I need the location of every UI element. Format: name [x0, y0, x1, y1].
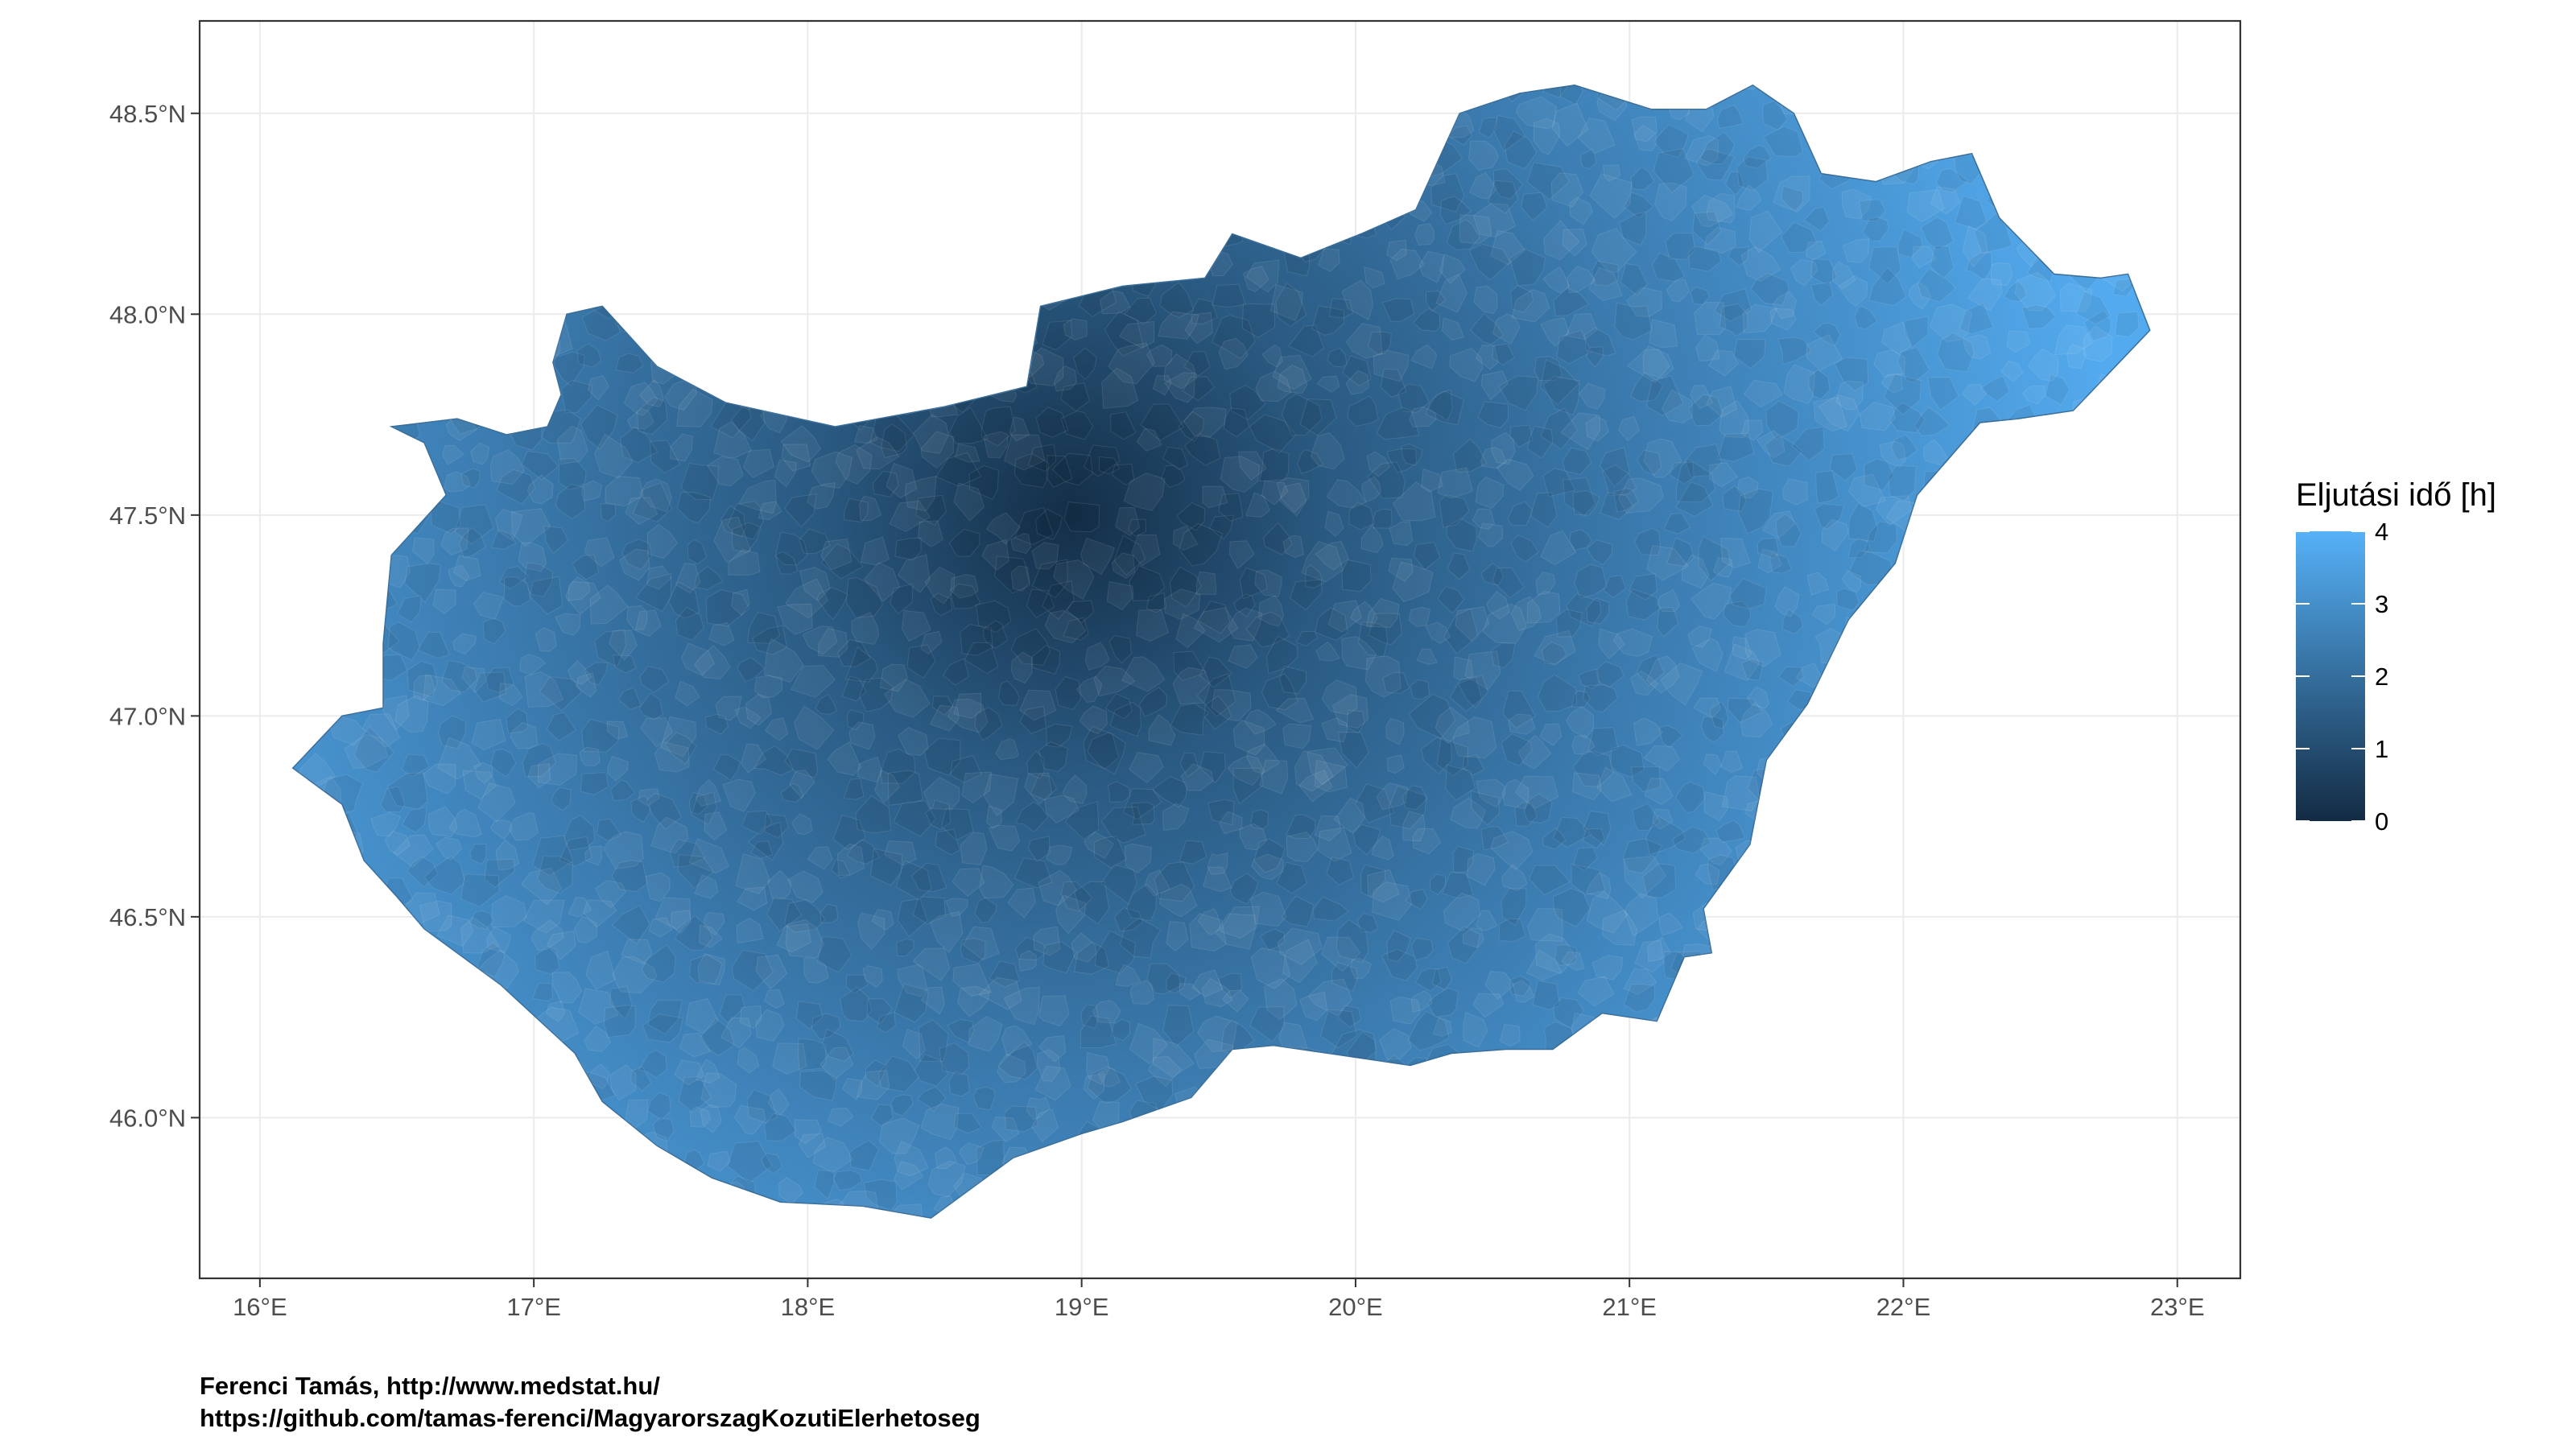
- axis-labels: 16°E 17°E 18°E 19°E 20°E 21°E 22°E 23°E 46.0°N 46…: [109, 100, 2205, 1321]
- legend-tick-label: 0: [2375, 807, 2388, 836]
- x-tick-label: 19°E: [1055, 1293, 1109, 1321]
- legend-tick-label: 3: [2375, 590, 2388, 618]
- x-tick-label: 22°E: [1876, 1293, 1931, 1321]
- y-tick-label: 48.0°N: [109, 300, 186, 328]
- plot-panel-border: [198, 19, 2242, 1280]
- x-tick-label: 21°E: [1602, 1293, 1657, 1321]
- x-tick-label: 17°E: [506, 1293, 561, 1321]
- hungary-region-shape: [291, 84, 2151, 1219]
- y-tick-label: 46.5°N: [109, 903, 186, 931]
- legend-tick-label: 4: [2375, 518, 2388, 546]
- legend-ticks: 0 1 2 3 4: [2296, 518, 2388, 836]
- axis-ticks: [191, 112, 2178, 1287]
- y-tick-label: 47.0°N: [109, 702, 186, 730]
- y-tick-label: 47.5°N: [109, 502, 186, 530]
- x-tick-label: 16°E: [233, 1293, 287, 1321]
- x-tick-label: 18°E: [781, 1293, 836, 1321]
- x-tick-label: 20°E: [1328, 1293, 1383, 1321]
- legend-tick-label: 1: [2375, 735, 2388, 763]
- legend-title: Eljutási idő [h]: [2296, 477, 2496, 513]
- x-tick-label: 23°E: [2150, 1293, 2205, 1321]
- legend-tick-label: 2: [2375, 663, 2388, 691]
- y-tick-label: 48.5°N: [109, 100, 186, 128]
- caption-author: Ferenci Tamás, http://www.medstat.hu/: [200, 1372, 660, 1400]
- caption-repository-link: https://github.com/tamas-ferenci/Magyaro…: [200, 1404, 980, 1432]
- color-legend: Eljutási idő [h] 0 1 2 3 4: [2296, 477, 2496, 836]
- y-tick-label: 46.0°N: [109, 1104, 186, 1132]
